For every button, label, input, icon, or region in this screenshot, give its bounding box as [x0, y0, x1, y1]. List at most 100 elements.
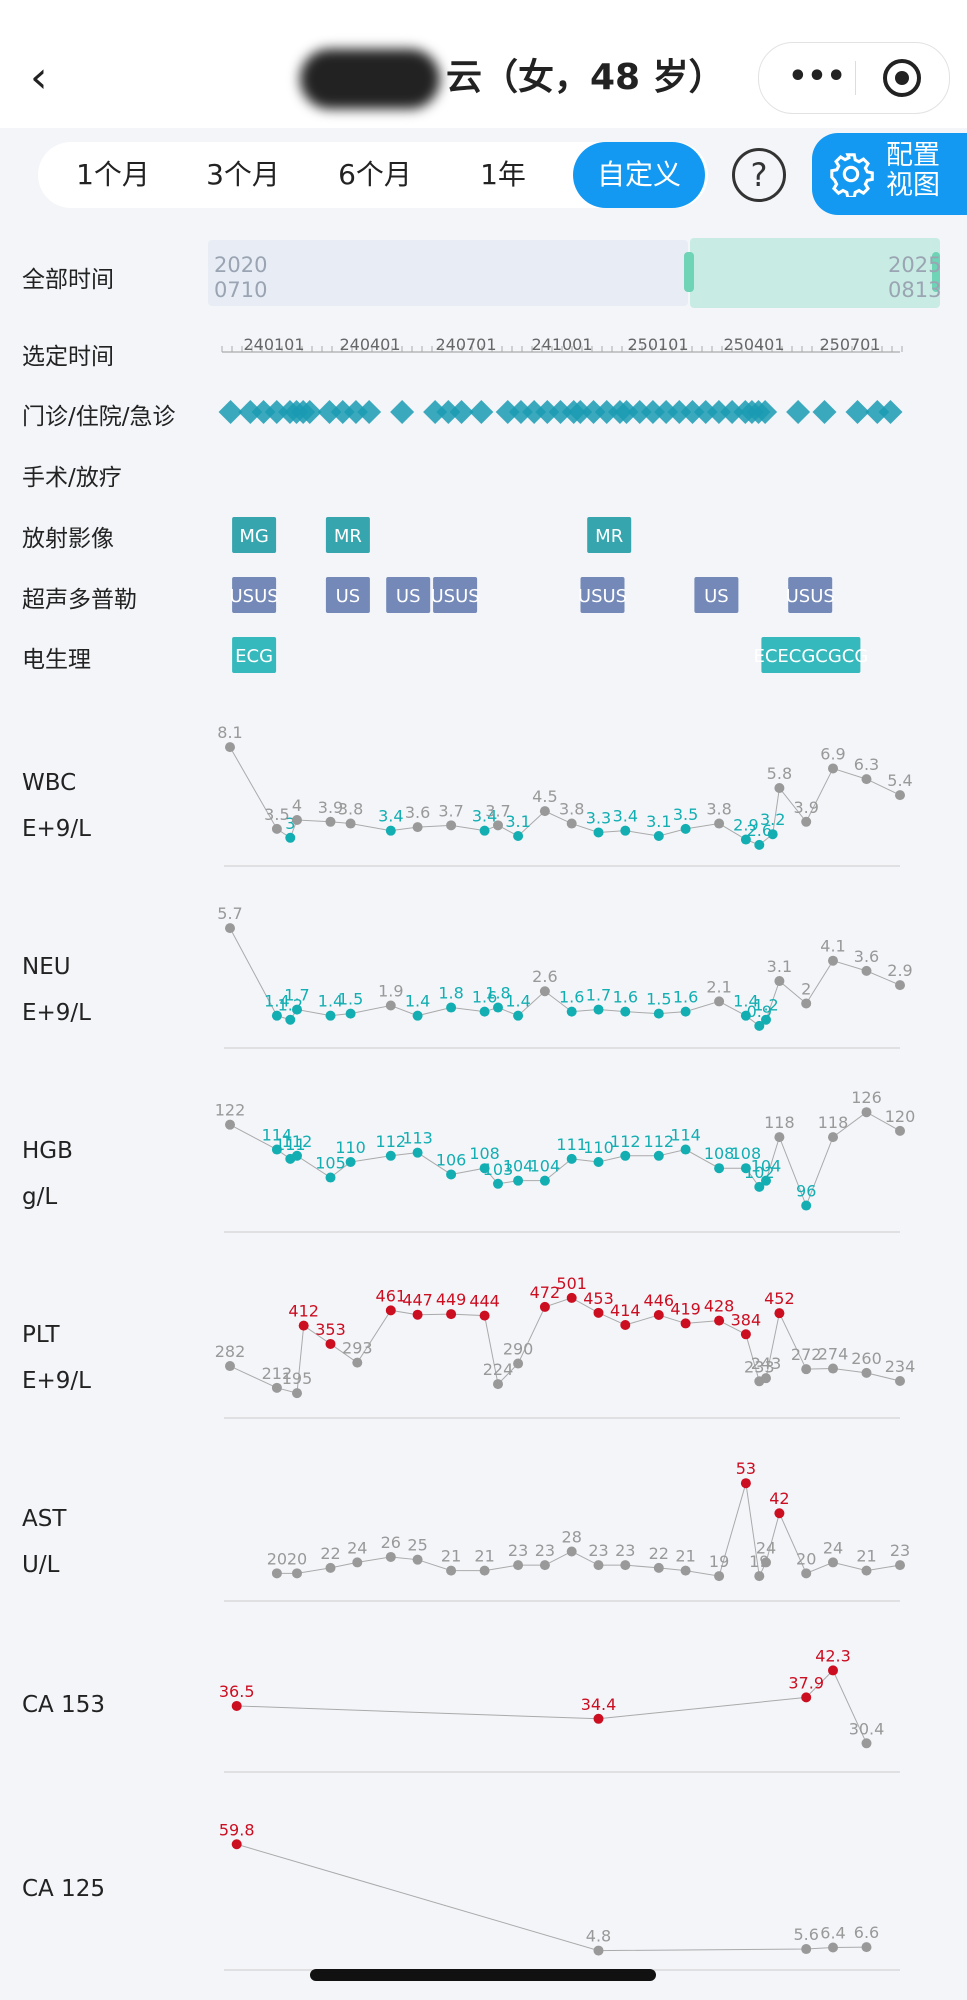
range-handle-left [684, 252, 694, 292]
lab-point [801, 1200, 812, 1211]
lab-value-label: 233 [744, 1357, 775, 1376]
lab-trend-line [276, 1483, 901, 1578]
lab-point [385, 1551, 396, 1562]
lab-point [352, 1557, 363, 1568]
lab-value-label: 108 [469, 1144, 500, 1163]
gear-icon [830, 153, 874, 197]
radiology-label: MR [334, 526, 362, 547]
lab-point [513, 1175, 524, 1186]
lab-point [761, 1014, 771, 1025]
lab-point [620, 1319, 631, 1330]
lab-value-label: 3.9 [318, 798, 343, 817]
lab-point [493, 820, 503, 831]
lab-name: CA 125 [22, 1876, 105, 1902]
ultrasound-label: US [336, 586, 361, 607]
lab-point [774, 1132, 785, 1143]
lab-point [292, 1568, 302, 1579]
lab-point [861, 1107, 872, 1118]
lab-point [412, 822, 423, 833]
time-axis-label: 250701 [819, 335, 880, 354]
lab-point [345, 1157, 356, 1167]
tab-custom[interactable]: 自定义 [573, 142, 705, 208]
lab-value-label: 4.5 [532, 787, 557, 806]
visit-diamond [667, 400, 692, 424]
visit-diamond [508, 400, 533, 424]
time-axis-label: 250101 [627, 335, 688, 354]
lab-value-label: 412 [288, 1302, 319, 1321]
lab-point [828, 763, 838, 774]
lab-value-label: 3.8 [559, 800, 584, 819]
radiology-block [232, 517, 277, 553]
lab-point [566, 1153, 577, 1164]
lab-value-label: 3 [285, 814, 295, 833]
visit-diamond [627, 400, 652, 424]
lab-point [767, 829, 778, 840]
lab-value-label: 5.4 [887, 771, 912, 790]
visit-diamond [343, 400, 368, 424]
lab-point [828, 1942, 838, 1953]
lab-point [566, 818, 577, 829]
lab-point [593, 1945, 604, 1956]
range-start-md: 0710 [214, 278, 267, 302]
chevron-left-icon[interactable]: ‹ [30, 52, 48, 103]
visit-diamond [357, 400, 382, 424]
lab-value-label: 1.6 [472, 988, 497, 1007]
lab-value-label: 112 [376, 1132, 407, 1151]
lab-value-label: 1.4 [264, 992, 289, 1011]
radiology-label: MG [239, 526, 268, 547]
lab-value-label: 42.3 [815, 1646, 851, 1665]
lab-point [761, 1373, 771, 1384]
lab-value-label: 3.4 [378, 807, 403, 826]
lab-value-label: 104 [530, 1157, 561, 1176]
lab-value-label: 26 [381, 1533, 401, 1552]
lab-point [653, 1008, 664, 1019]
lab-point [412, 1147, 423, 1158]
tab-6-months[interactable]: 6个月 [338, 158, 412, 191]
lab-point [593, 1307, 604, 1318]
lab-point [895, 1375, 905, 1386]
lab-value-label: 447 [402, 1291, 433, 1310]
lab-value-label: 1.5 [338, 990, 363, 1009]
ultrasound-block [325, 577, 370, 613]
lab-point [895, 980, 905, 991]
lab-point [861, 1367, 872, 1378]
lab-value-label: 30.4 [849, 1719, 885, 1738]
lab-point [479, 1310, 490, 1321]
more-dots-icon[interactable]: ••• [788, 59, 846, 94]
config-view-button[interactable]: 配置视图 [812, 133, 967, 215]
visit-diamond [522, 400, 547, 424]
lab-value-label: 110 [583, 1138, 614, 1157]
lab-value-label: 23 [535, 1541, 555, 1560]
lab-value-label: 122 [215, 1101, 246, 1120]
tab-1-month[interactable]: 1个月 [76, 158, 150, 191]
visit-diamond [680, 400, 705, 424]
lab-value-label: 1.7 [284, 986, 309, 1005]
lab-point [231, 1839, 242, 1850]
visit-diamond [594, 400, 619, 424]
lab-value-label: 6.9 [820, 744, 845, 763]
lab-value-label: 274 [818, 1345, 849, 1364]
lab-value-label: 24 [347, 1538, 367, 1557]
tab-1-year[interactable]: 1年 [480, 158, 526, 191]
help-icon[interactable]: ? [732, 148, 786, 202]
lab-point [828, 1363, 838, 1374]
lab-point [680, 823, 691, 834]
lab-value-label: 3.9 [793, 798, 818, 817]
ultrasound-block [788, 577, 833, 613]
lab-value-label: 118 [764, 1113, 795, 1132]
lab-trend-line [229, 746, 901, 846]
visit-diamond [753, 400, 778, 424]
lab-value-label: 272 [791, 1345, 822, 1364]
lab-value-label: 290 [503, 1340, 534, 1359]
lab-point [801, 816, 812, 827]
lab-point [298, 1320, 309, 1331]
tab-3-months[interactable]: 3个月 [206, 158, 280, 191]
ultrasound-label: USUS [430, 586, 479, 607]
record-target-icon[interactable] [883, 59, 921, 97]
range-track [208, 240, 688, 306]
row-label-radiology: 放射影像 [22, 526, 114, 552]
lab-value-label: 1.4 [405, 992, 430, 1011]
range-selection [690, 238, 940, 308]
lab-value-label: 419 [670, 1299, 701, 1318]
visit-diamond [640, 400, 665, 424]
